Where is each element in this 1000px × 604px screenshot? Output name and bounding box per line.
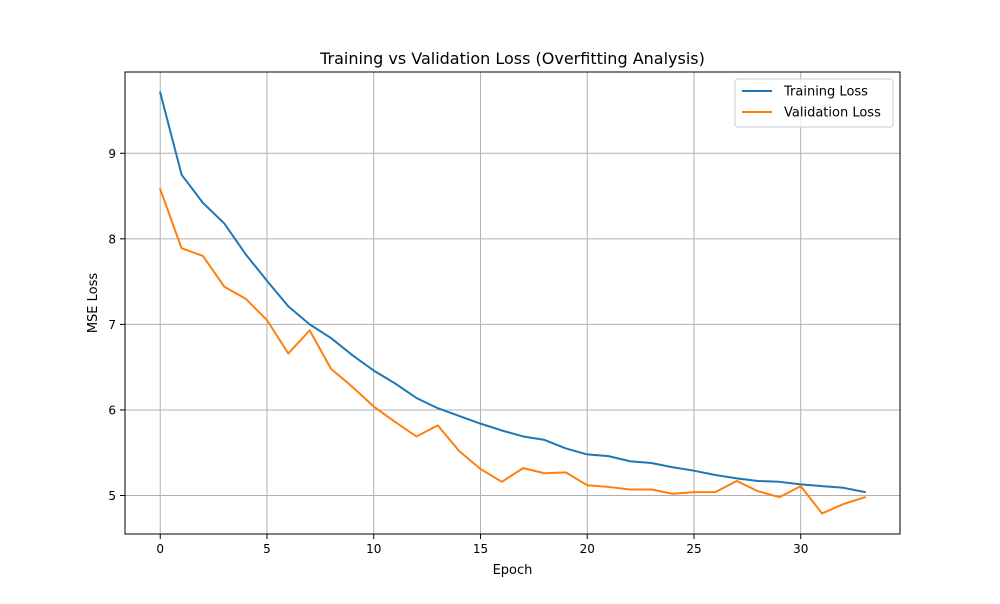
y-tick-label: 7: [108, 318, 116, 332]
x-tick-label: 20: [580, 542, 595, 556]
x-tick-label: 15: [473, 542, 488, 556]
legend: Training Loss Validation Loss: [734, 78, 894, 128]
x-tick-label: 5: [263, 542, 271, 556]
x-tick-label: 0: [156, 542, 164, 556]
series-lines: [158, 91, 867, 515]
x-tick-label: 30: [793, 542, 808, 556]
series-line-validation-loss: [158, 187, 867, 515]
chart-title: Training vs Validation Loss (Overfitting…: [319, 49, 705, 68]
x-axis-label: Epoch: [493, 563, 533, 578]
x-tick-label: 10: [366, 542, 381, 556]
y-tick-label: 9: [108, 147, 116, 161]
series-line-training-loss: [159, 91, 866, 494]
legend-label-training-loss: Training Loss: [783, 85, 868, 100]
y-tick-label: 8: [108, 232, 116, 246]
axis-ticks: 0 5 10 15 20 25 30 5 6 7 8 9: [108, 147, 808, 556]
legend-box: [734, 78, 894, 128]
legend-label-validation-loss: Validation Loss: [784, 106, 881, 121]
grid: [125, 72, 900, 534]
y-tick-label: 6: [108, 403, 116, 417]
plot-frame: [124, 71, 901, 535]
x-tick-label: 25: [686, 542, 701, 556]
y-axis-label: MSE Loss: [86, 273, 101, 334]
y-tick-label: 5: [108, 489, 116, 503]
